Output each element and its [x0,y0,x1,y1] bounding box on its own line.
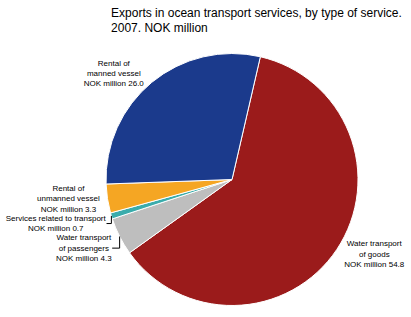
svg-text:Rental ofmanned vesselNOK mill: Rental ofmanned vesselNOK million 26.0 [84,59,145,89]
svg-text:Services related to transportN: Services related to transportNOK million… [6,214,107,233]
svg-text:Exports in ocean transport ser: Exports in ocean transport services, by … [111,6,402,36]
svg-text:Water transportof goodsNOK mil: Water transportof goodsNOK million 54.8 [344,239,405,269]
svg-text:Water transportof passengersNO: Water transportof passengersNOK million … [56,233,112,263]
svg-text:Rental ofunmanned vesselNOK mi: Rental ofunmanned vesselNOK million 3.3 [37,184,100,214]
